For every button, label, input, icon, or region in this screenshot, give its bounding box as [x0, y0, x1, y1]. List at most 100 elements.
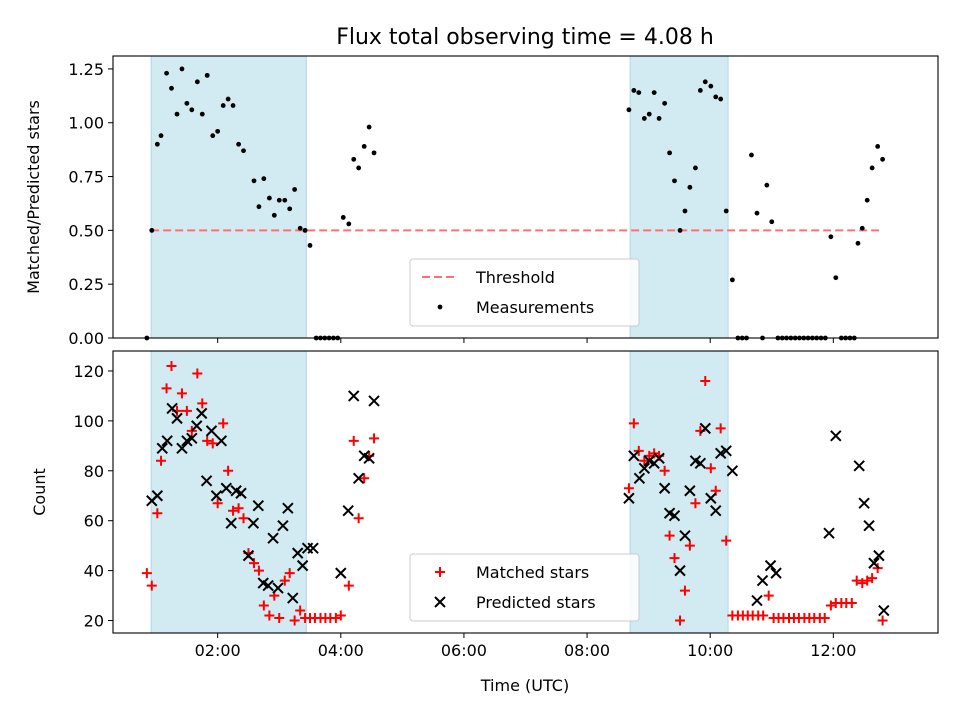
predicted-stars-point: [235, 487, 247, 499]
y-tick-label: 80: [84, 462, 104, 481]
matched-stars-point: [330, 613, 341, 624]
measurements-point: [626, 107, 632, 113]
measurements-point: [184, 100, 190, 106]
matched-stars-point: [669, 553, 680, 564]
matched-stars-point: [284, 568, 295, 579]
measurements-point: [261, 176, 267, 182]
matched-stars-point: [639, 455, 650, 466]
measurement-series: [144, 66, 885, 341]
measurements-point: [693, 165, 698, 171]
measurements-point: [346, 221, 352, 227]
measurements-point: [266, 195, 272, 201]
predicted-stars-point: [272, 582, 284, 594]
matched-stars-point: [279, 575, 290, 586]
matched-stars-point: [867, 573, 878, 584]
x-tick-label: 02:00: [195, 641, 241, 660]
predicted-stars-point: [156, 442, 168, 455]
predicted-stars-point: [210, 490, 223, 502]
matched-stars-point: [758, 610, 769, 621]
measurements-point: [271, 212, 277, 218]
predicted-stars-point: [694, 457, 707, 470]
predicted-stars-point: [191, 420, 203, 432]
predicted-stars-point: [287, 592, 299, 604]
y-tick-label: 0.75: [68, 168, 104, 187]
bottom-y-axis-label: Count: [30, 468, 49, 516]
measurements-point: [179, 66, 185, 72]
predicted-stars-point: [764, 559, 777, 572]
measurements-point: [210, 133, 216, 139]
y-tick-label: 120: [73, 362, 104, 381]
matched-stars-point: [156, 455, 167, 466]
measurements-point: [351, 156, 357, 162]
predicted-stars-point: [684, 485, 696, 497]
measurements-point: [340, 215, 346, 220]
matched-stars-point: [690, 498, 701, 509]
predicted-stars-point: [242, 549, 255, 562]
measurements-point: [366, 124, 372, 130]
measurements-point: [292, 187, 298, 192]
predicted-stars-point: [176, 442, 188, 455]
measurements-point: [864, 197, 870, 203]
predicted-stars-point: [215, 435, 228, 447]
matched-stars-point: [289, 615, 300, 626]
measurements-point: [356, 165, 362, 171]
x-axis-label: Time (UTC): [480, 676, 569, 695]
measurements-point: [154, 141, 160, 147]
predicted-stars-point: [623, 492, 635, 504]
matched-stars-point: [846, 598, 857, 609]
matched-stars-point: [223, 465, 234, 476]
legend-label: Predicted stars: [476, 593, 596, 612]
matched-stars-point: [659, 465, 670, 476]
measurements-point: [646, 111, 652, 117]
matched-stars-point: [763, 590, 774, 601]
predicted-stars-point: [868, 557, 880, 569]
measurements-point: [697, 88, 703, 93]
measurements-point: [641, 116, 647, 121]
x-tick-label: 12:00: [810, 641, 856, 660]
predicted-stars-point: [151, 490, 164, 502]
measurements-point: [220, 103, 226, 108]
legend-label: Threshold: [475, 268, 555, 287]
x-tick-label: 08:00: [564, 641, 610, 660]
matched-stars-point: [664, 530, 675, 541]
measurements-point: [297, 225, 303, 231]
predicted-stars-point: [653, 452, 665, 465]
matched-stars-point: [819, 613, 830, 624]
predicted-stars-point: [710, 505, 722, 517]
matched-stars-point: [212, 498, 223, 509]
measurements-point: [256, 204, 262, 210]
measurements-point: [215, 128, 221, 134]
y-tick-label: 60: [84, 512, 104, 531]
predicted-stars-point: [225, 517, 237, 529]
matched-stars-point: [705, 463, 716, 474]
bottom-panel-frame: [112, 350, 939, 634]
predicted-stars-point: [751, 594, 763, 607]
measurements-point: [749, 152, 754, 158]
top-panel-frame: [112, 55, 939, 339]
x-tick-label: 10:00: [687, 641, 733, 660]
matched-stars-point: [146, 580, 157, 591]
measurements-point: [204, 72, 210, 78]
predicted-stars-point: [220, 482, 232, 494]
predicted-stars-point: [830, 430, 842, 442]
measurements-point: [718, 96, 724, 102]
y-tick-label: 0.50: [68, 221, 104, 240]
measurements-point: [662, 100, 668, 106]
shaded-interval: [150, 55, 307, 339]
matched-stars-point: [353, 513, 364, 524]
y-tick-label: 40: [84, 562, 104, 581]
matched-stars-point: [161, 383, 172, 394]
measurements-point: [880, 156, 885, 162]
x-tick-label: 04:00: [318, 641, 364, 660]
legend-box: [409, 553, 640, 622]
measurements-point: [225, 96, 231, 102]
matched-stars-point: [192, 368, 203, 379]
predicted-stars-point: [878, 604, 890, 617]
matched-stars-point: [181, 405, 192, 416]
matched-stars-point: [348, 435, 359, 446]
shaded-regions-top: [150, 55, 729, 339]
predicted-stars-point: [277, 519, 289, 532]
measurements-point: [651, 90, 657, 95]
legend-label: Measurements: [476, 298, 594, 317]
matched-stars-point: [295, 605, 306, 616]
